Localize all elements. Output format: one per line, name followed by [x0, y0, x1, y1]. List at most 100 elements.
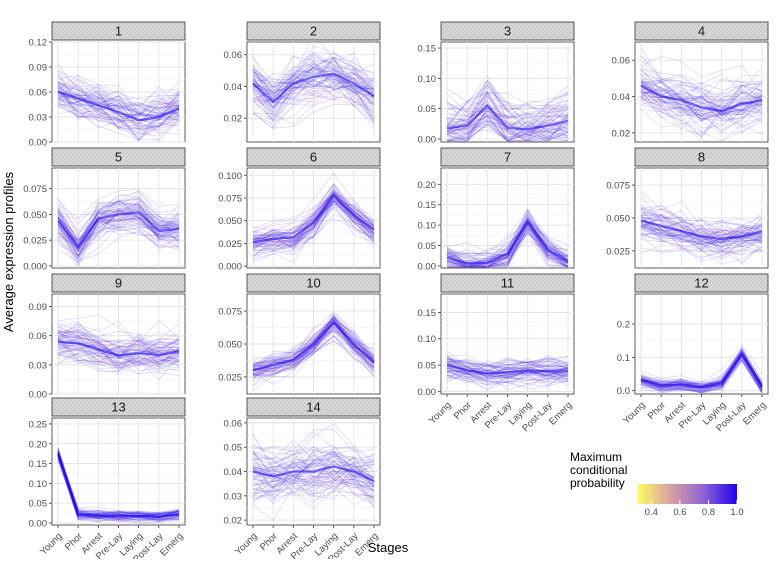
mean-profile-line	[640, 219, 763, 241]
profile-line	[57, 447, 180, 514]
profile-line	[252, 312, 375, 366]
profile-line	[640, 207, 763, 251]
profile-line	[446, 374, 569, 384]
profile-line	[446, 355, 569, 373]
profile-line	[447, 120, 569, 137]
profile-line	[252, 77, 375, 109]
gridlines	[52, 41, 185, 143]
profile-line	[446, 224, 569, 260]
panel-title: 14	[306, 400, 320, 415]
profile-line	[446, 111, 569, 135]
panel-strip	[634, 21, 769, 41]
profile-line	[252, 480, 375, 506]
profile-line	[252, 444, 375, 483]
profile-line	[252, 200, 375, 243]
profile-line	[57, 88, 180, 130]
profile-line	[252, 461, 375, 491]
profile-line	[640, 221, 763, 242]
profile-line	[640, 215, 763, 249]
mean-profile-line	[56, 453, 180, 518]
profile-line	[57, 337, 180, 364]
y-tick-label: 0.15	[418, 44, 437, 55]
x-tick-label: Young	[427, 400, 454, 427]
profile-line	[640, 79, 763, 101]
panel-title: 10	[306, 276, 320, 291]
profile-line	[57, 87, 180, 124]
profile-line	[640, 215, 763, 257]
y-tick-label: 0.2	[617, 320, 630, 331]
profile-line	[447, 230, 569, 268]
profile-line	[446, 123, 569, 142]
profile-line	[252, 434, 375, 483]
panel-strip	[440, 273, 575, 293]
profile-line	[640, 92, 763, 117]
profile-line	[57, 218, 180, 257]
profile-line	[640, 224, 763, 258]
profile-line	[57, 345, 180, 381]
profile-line	[446, 103, 569, 121]
profile-line	[447, 223, 569, 268]
legend-colorbar	[637, 484, 737, 504]
profile-line	[446, 94, 569, 137]
profile-line	[252, 323, 375, 376]
profile-line	[57, 326, 180, 354]
profile-line	[252, 53, 375, 97]
profile-line	[252, 73, 375, 105]
profile-line	[640, 348, 763, 391]
profile-line	[446, 83, 569, 126]
profile-line	[57, 102, 180, 142]
profile-line	[446, 368, 569, 387]
y-tick-label: 0.000	[23, 261, 47, 272]
profile-line	[252, 442, 375, 481]
profile-line	[640, 91, 763, 115]
panel-strip	[440, 147, 575, 167]
y-tick-label: 0.04	[224, 467, 243, 478]
profile-line	[57, 457, 180, 522]
panel-strip	[51, 21, 186, 41]
profile-line	[57, 210, 180, 252]
profile-line	[446, 101, 569, 142]
profile-line	[57, 211, 180, 257]
profile-line	[252, 63, 375, 107]
mean-profile-line	[640, 351, 763, 389]
profile-line	[640, 96, 763, 117]
profile-line	[640, 228, 763, 243]
profile-line	[252, 57, 375, 94]
profile-line	[57, 347, 180, 366]
profile-line	[57, 216, 180, 246]
profile-line	[57, 203, 180, 241]
profile-line	[57, 216, 180, 256]
profile-line	[57, 204, 180, 246]
y-tick-label: 0.10	[418, 74, 437, 85]
profile-line	[640, 247, 763, 265]
profile-line	[57, 456, 180, 520]
gridlines	[635, 294, 768, 394]
y-tick-label: 0.12	[29, 38, 48, 49]
profile-line	[57, 90, 180, 134]
profile-line	[446, 221, 569, 268]
profile-line	[252, 53, 375, 98]
profile-line	[252, 319, 375, 367]
profile-lines	[446, 351, 569, 391]
panel-title: 8	[698, 150, 705, 165]
profile-line	[57, 330, 180, 349]
profile-line	[446, 363, 569, 378]
profile-line	[252, 200, 375, 241]
profile-line	[57, 455, 180, 520]
profile-line	[57, 98, 180, 128]
profile-line	[57, 209, 180, 233]
profile-line	[640, 209, 763, 248]
profile-line	[57, 339, 180, 368]
profile-line	[446, 358, 569, 372]
profile-line	[252, 192, 375, 243]
profile-line	[252, 317, 375, 378]
profile-line	[446, 80, 569, 120]
y-tick-label: 0.15	[418, 200, 437, 211]
profile-line	[58, 336, 180, 366]
profile-line	[252, 67, 375, 87]
profile-line	[252, 192, 375, 247]
profile-line	[57, 82, 180, 117]
x-tick-label: Young	[38, 531, 65, 558]
profile-line	[252, 194, 375, 245]
